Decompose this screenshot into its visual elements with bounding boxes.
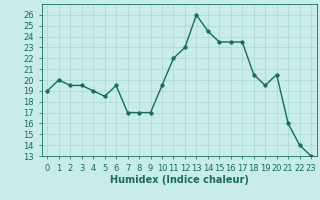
X-axis label: Humidex (Indice chaleur): Humidex (Indice chaleur) [110, 175, 249, 185]
